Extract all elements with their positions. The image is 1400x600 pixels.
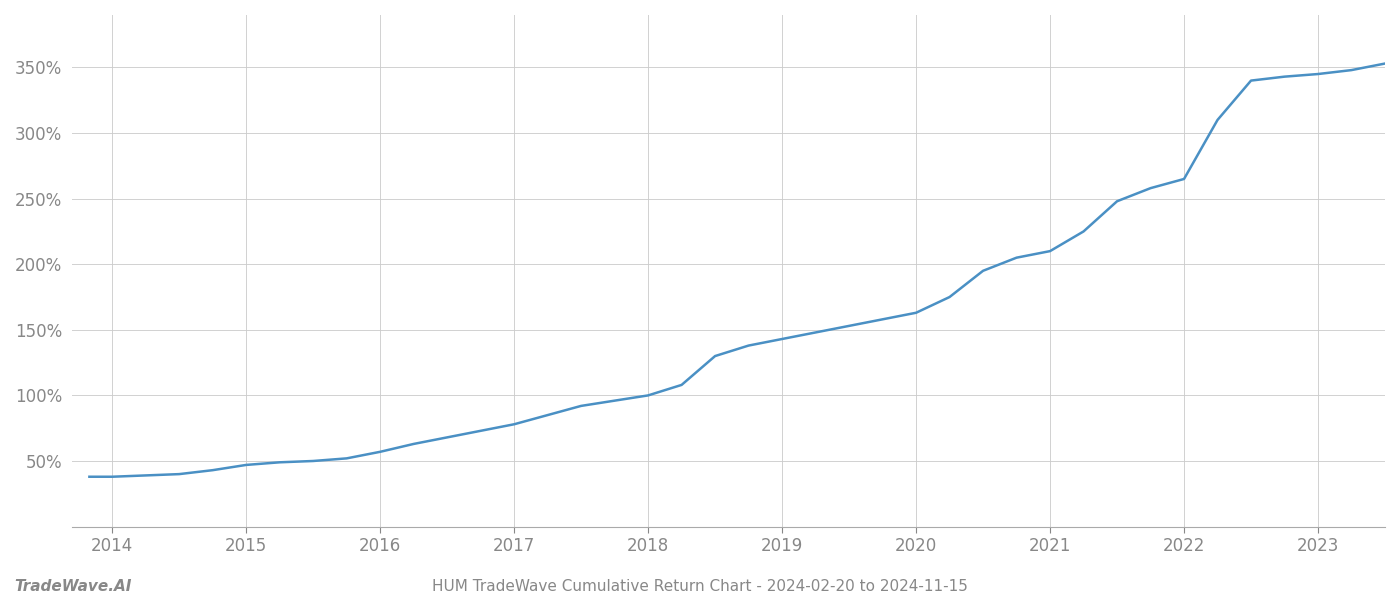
Text: TradeWave.AI: TradeWave.AI — [14, 579, 132, 594]
Text: HUM TradeWave Cumulative Return Chart - 2024-02-20 to 2024-11-15: HUM TradeWave Cumulative Return Chart - … — [433, 579, 967, 594]
